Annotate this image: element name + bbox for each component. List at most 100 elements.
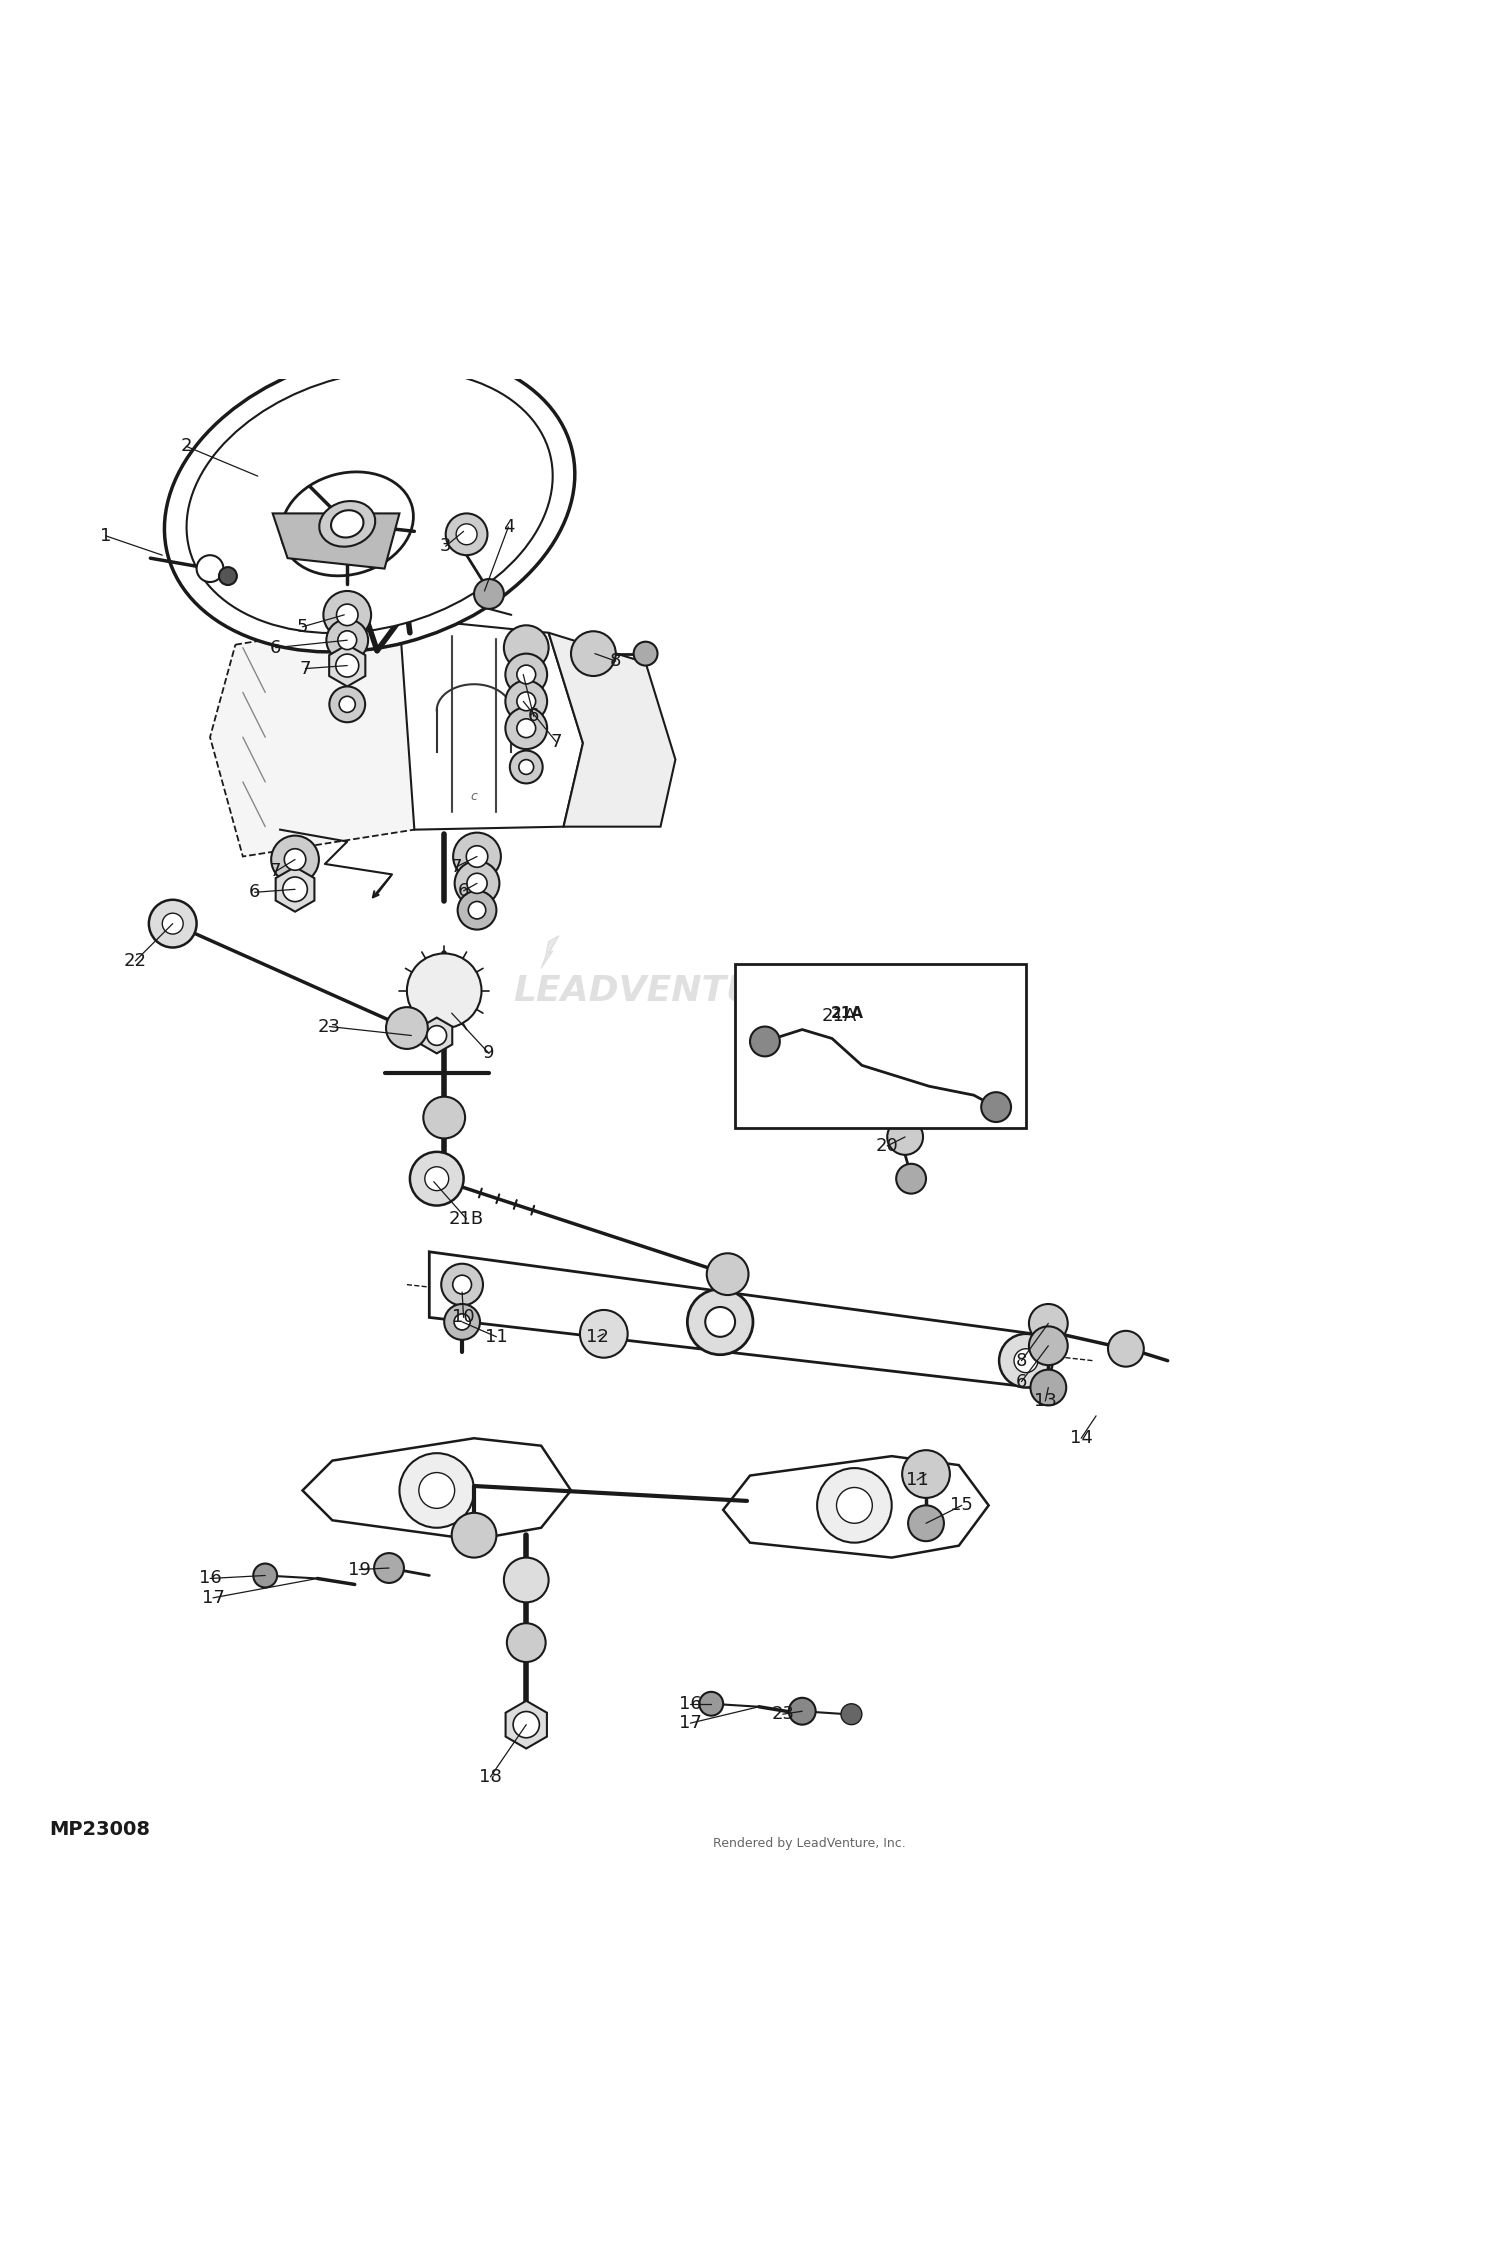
Circle shape [750,1026,780,1058]
Text: 1: 1 [100,526,111,544]
Text: 23: 23 [771,1706,795,1724]
Text: 6: 6 [458,882,470,900]
Text: 7: 7 [450,857,462,875]
Polygon shape [542,936,560,968]
Circle shape [456,524,477,544]
Polygon shape [303,1438,572,1539]
Circle shape [324,592,370,639]
Circle shape [444,1305,480,1339]
Circle shape [162,914,183,934]
Polygon shape [328,646,366,686]
Circle shape [219,567,237,585]
Circle shape [842,1703,862,1726]
Circle shape [1108,1330,1144,1366]
Circle shape [327,619,368,661]
Circle shape [474,578,504,610]
Polygon shape [422,1017,453,1053]
Text: 12: 12 [586,1328,609,1346]
Text: 6: 6 [249,884,261,902]
Text: 10: 10 [453,1310,476,1328]
Circle shape [699,1692,723,1717]
Ellipse shape [320,502,375,547]
Circle shape [272,835,320,884]
Text: 7: 7 [300,659,310,677]
Circle shape [1030,1370,1066,1406]
Circle shape [580,1310,627,1357]
Circle shape [336,655,358,677]
Circle shape [1029,1305,1068,1343]
Circle shape [981,1091,1011,1123]
Circle shape [330,686,364,722]
Circle shape [902,1451,950,1498]
Circle shape [506,655,548,695]
Polygon shape [723,1456,988,1557]
Circle shape [908,1505,944,1541]
Text: 16: 16 [680,1694,702,1712]
Text: 9: 9 [483,1044,495,1062]
Circle shape [886,1118,922,1154]
Circle shape [504,1557,549,1602]
Circle shape [454,1314,470,1330]
Circle shape [687,1289,753,1354]
Text: 17: 17 [680,1714,702,1732]
Circle shape [454,862,500,907]
Circle shape [706,1253,748,1296]
Text: MP23008: MP23008 [50,1820,150,1838]
Circle shape [419,1472,454,1508]
Circle shape [196,556,223,583]
Circle shape [424,1168,448,1190]
Circle shape [282,878,308,902]
Text: 17: 17 [201,1588,225,1606]
Text: 4: 4 [503,518,515,536]
Text: LEADVENTURE: LEADVENTURE [513,974,808,1008]
Circle shape [837,1487,873,1523]
Circle shape [1029,1325,1068,1366]
Circle shape [399,1454,474,1528]
Circle shape [572,632,615,675]
Circle shape [336,603,358,626]
Circle shape [427,1026,447,1046]
Text: 18: 18 [478,1768,502,1786]
Text: 6: 6 [528,706,540,724]
Circle shape [374,1552,404,1584]
Polygon shape [399,619,584,830]
Circle shape [466,846,488,866]
Text: 3: 3 [440,538,452,556]
Circle shape [441,1265,483,1305]
Circle shape [507,1622,546,1663]
Circle shape [338,630,357,650]
Polygon shape [276,866,315,911]
Circle shape [896,1163,926,1192]
Circle shape [148,900,196,947]
Circle shape [518,718,536,738]
Text: 2: 2 [180,436,192,454]
Text: 7: 7 [550,734,562,752]
Text: 11: 11 [906,1472,928,1490]
Circle shape [506,706,548,749]
Circle shape [506,680,548,722]
Text: Rendered by LeadVenture, Inc.: Rendered by LeadVenture, Inc. [714,1838,906,1849]
Text: 20: 20 [876,1136,898,1154]
Text: 14: 14 [1070,1429,1092,1447]
Ellipse shape [186,369,552,632]
Text: 5: 5 [297,619,309,637]
Circle shape [386,1008,427,1048]
Text: 6: 6 [270,639,282,657]
Circle shape [458,891,497,929]
Circle shape [339,695,356,713]
Circle shape [406,954,482,1028]
Text: 22: 22 [124,952,147,970]
Ellipse shape [332,511,363,538]
Circle shape [633,641,657,666]
Text: 21A: 21A [822,1008,856,1026]
Circle shape [510,752,543,783]
Circle shape [466,873,488,893]
Polygon shape [273,513,399,569]
Text: 6: 6 [1016,1372,1028,1390]
Text: 21B: 21B [448,1210,484,1228]
Circle shape [423,1096,465,1138]
Circle shape [818,1467,891,1544]
Text: 8: 8 [610,652,621,670]
Circle shape [518,666,536,684]
Circle shape [705,1307,735,1336]
